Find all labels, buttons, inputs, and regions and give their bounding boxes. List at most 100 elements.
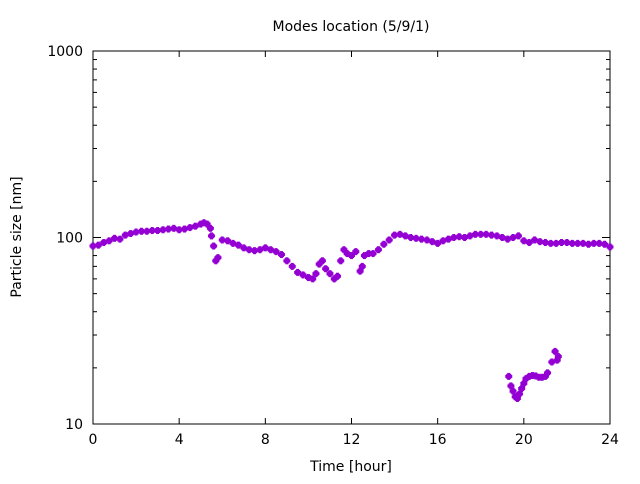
y-tick-labels: 10 100 1000 xyxy=(47,44,83,433)
x-tick-label: 24 xyxy=(601,432,619,448)
x-axis-label: Time [hour] xyxy=(309,459,392,475)
data-point xyxy=(547,239,555,247)
x-tick-label: 12 xyxy=(343,432,361,448)
data-point xyxy=(513,395,521,403)
data-point xyxy=(207,232,215,240)
data-point xyxy=(401,232,409,240)
data-point xyxy=(333,272,341,280)
data-point xyxy=(518,385,526,393)
data-point xyxy=(450,234,458,241)
data-point xyxy=(348,252,355,260)
data-point xyxy=(554,353,562,361)
data-point xyxy=(579,239,587,247)
data-point xyxy=(251,247,259,255)
data-point xyxy=(498,234,506,241)
data-point xyxy=(170,224,178,232)
data-point xyxy=(358,262,366,270)
y-tick-label: 10 xyxy=(65,417,83,433)
data-point xyxy=(214,254,222,262)
data-point xyxy=(520,379,528,387)
data-point xyxy=(154,227,162,235)
data-point xyxy=(558,239,566,247)
data-point xyxy=(536,238,544,246)
data-point xyxy=(584,240,592,248)
data-point xyxy=(525,239,533,247)
data-point xyxy=(541,239,549,247)
data-point xyxy=(509,387,517,395)
data-point xyxy=(229,239,237,247)
data-point xyxy=(343,250,351,258)
data-point xyxy=(444,235,452,243)
data-point xyxy=(272,248,280,256)
data-point xyxy=(369,250,377,258)
data-point xyxy=(488,231,496,239)
data-point xyxy=(100,239,108,247)
data-point xyxy=(482,230,490,238)
x-tick-label: 0 xyxy=(89,432,98,448)
data-point xyxy=(116,235,124,243)
data-point xyxy=(412,234,420,242)
data-point xyxy=(520,237,528,245)
data-point xyxy=(212,257,220,265)
data-point xyxy=(261,244,269,252)
data-point xyxy=(294,268,302,276)
data-point xyxy=(601,240,609,248)
data-point xyxy=(175,226,183,234)
data-point xyxy=(568,239,576,247)
data-point xyxy=(418,235,426,243)
axis-ticks xyxy=(92,50,611,425)
data-point xyxy=(553,356,561,364)
data-point xyxy=(356,267,364,275)
data-point xyxy=(191,222,199,230)
data-point xyxy=(590,239,598,247)
data-point xyxy=(471,230,479,238)
data-point xyxy=(493,232,501,240)
data-point xyxy=(423,236,431,244)
data-point xyxy=(322,265,330,273)
data-point xyxy=(210,242,218,250)
x-tick-label: 16 xyxy=(429,432,447,448)
data-point xyxy=(94,241,102,249)
data-point xyxy=(595,239,603,247)
x-tick-label: 8 xyxy=(261,432,270,448)
y-axis-label: Particle size [nm] xyxy=(9,176,25,297)
data-point xyxy=(256,246,264,254)
data-point xyxy=(288,262,296,270)
data-point xyxy=(326,270,334,278)
data-points xyxy=(89,219,614,403)
data-point xyxy=(466,232,474,240)
data-point xyxy=(396,230,404,238)
data-point xyxy=(299,271,307,279)
data-point xyxy=(105,237,113,245)
data-point xyxy=(137,227,145,235)
data-point xyxy=(132,228,140,236)
data-point xyxy=(548,358,556,366)
data-point xyxy=(121,231,129,239)
data-point xyxy=(455,233,463,241)
data-point xyxy=(551,347,559,355)
data-point xyxy=(522,375,530,383)
data-point xyxy=(434,239,442,247)
data-point xyxy=(391,231,399,239)
data-point xyxy=(574,239,582,247)
data-point xyxy=(461,234,469,241)
data-point xyxy=(507,382,515,390)
chart-title: Modes location (5/9/1) xyxy=(273,19,430,35)
data-point xyxy=(318,257,326,265)
data-point xyxy=(330,275,338,283)
data-point xyxy=(509,234,517,241)
y-tick-label: 1000 xyxy=(47,44,83,60)
data-point xyxy=(148,227,156,235)
data-point xyxy=(277,251,285,259)
data-point xyxy=(234,241,242,249)
data-point xyxy=(504,235,512,243)
data-point xyxy=(407,234,415,241)
data-point xyxy=(514,232,522,240)
data-point xyxy=(111,234,119,242)
data-point xyxy=(186,224,194,232)
data-point xyxy=(267,246,275,254)
data-point xyxy=(164,225,172,233)
data-point xyxy=(240,244,248,252)
data-point xyxy=(352,248,360,256)
